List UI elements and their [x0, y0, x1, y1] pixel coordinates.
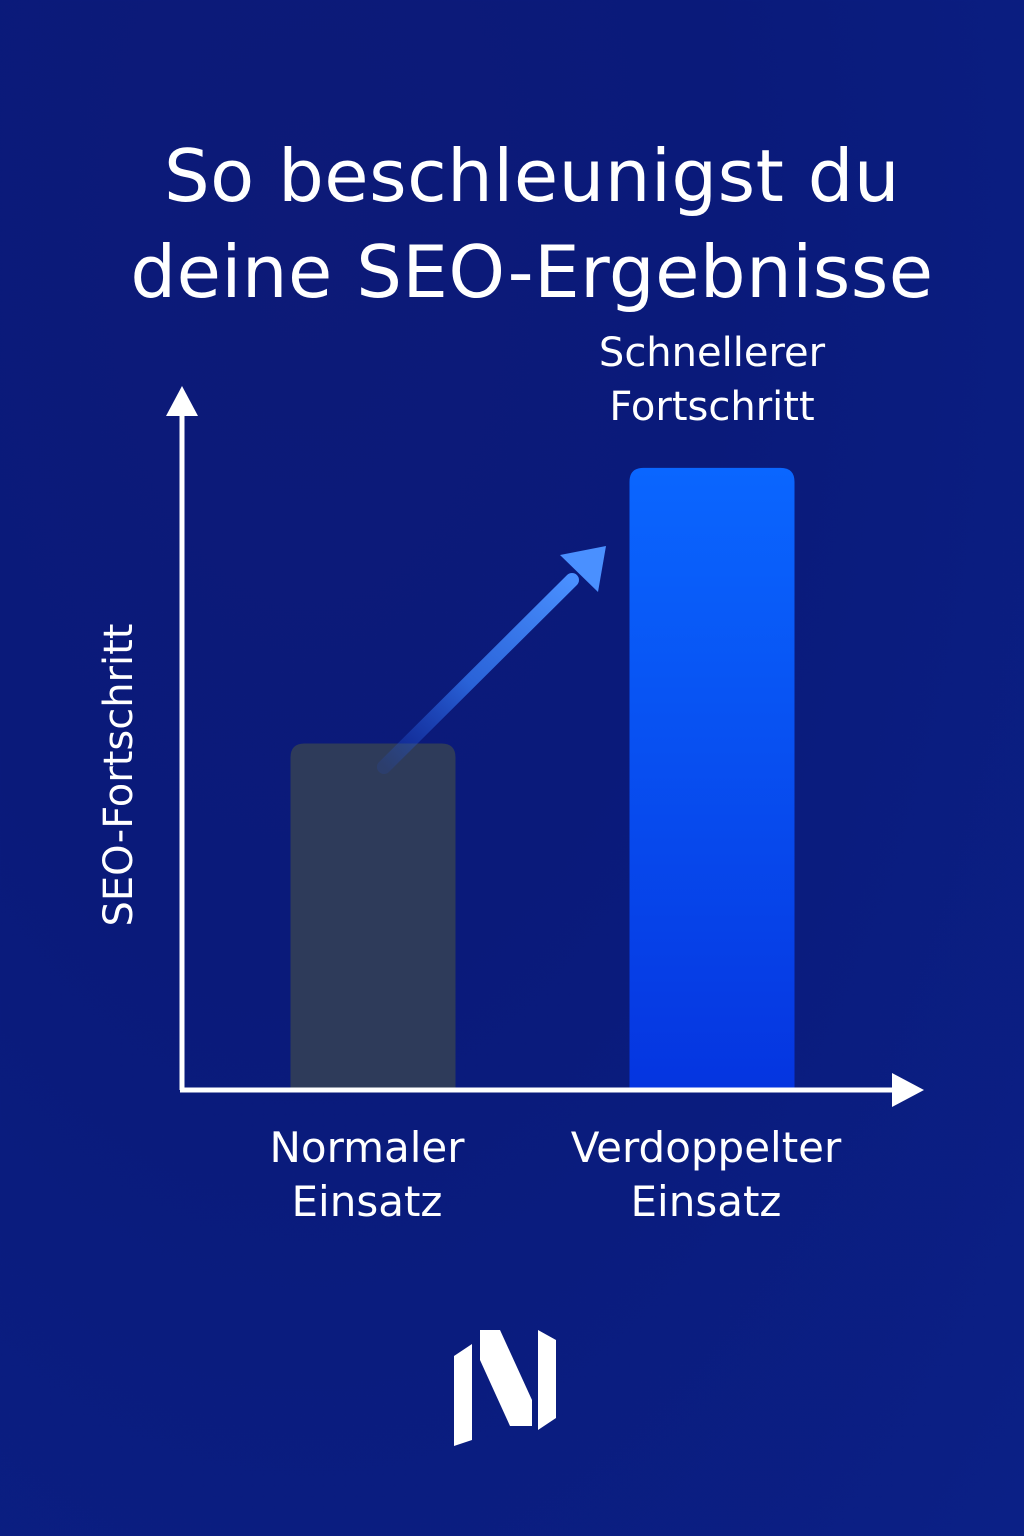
x-tick-label-0-line-1: Einsatz	[292, 1177, 443, 1226]
labels-layer: Normaler Einsatz Verdoppelter Einsatz Schnel…	[269, 330, 842, 1226]
trend-arrow-head	[560, 546, 606, 592]
x-tick-label-1-line-1: Einsatz	[631, 1177, 782, 1226]
chart-title: So beschleunigst du deine SEO-Ergebnisse	[0, 128, 1024, 320]
y-axis-label: SEO-Fortschritt	[96, 624, 142, 927]
chart-title-line-1: So beschleunigst du	[163, 134, 901, 218]
bars-layer	[290, 467, 795, 1088]
x-axis-arrowhead	[892, 1073, 924, 1107]
n-brand-logo-icon	[454, 1330, 556, 1446]
annotation-0-line-0: Schnellerer	[599, 330, 826, 376]
chart-title-line-2: deine SEO-Ergebnisse	[130, 230, 934, 314]
y-axis-arrowhead	[166, 386, 198, 416]
trend-arrow-shaft	[377, 573, 579, 774]
bar-1	[629, 467, 795, 1088]
x-tick-label-1-line-0: Verdoppelter	[571, 1123, 842, 1172]
x-tick-label-0-line-0: Normaler	[269, 1123, 465, 1172]
annotation-0-line-1: Fortschritt	[609, 384, 814, 430]
bar-0	[290, 743, 456, 1088]
